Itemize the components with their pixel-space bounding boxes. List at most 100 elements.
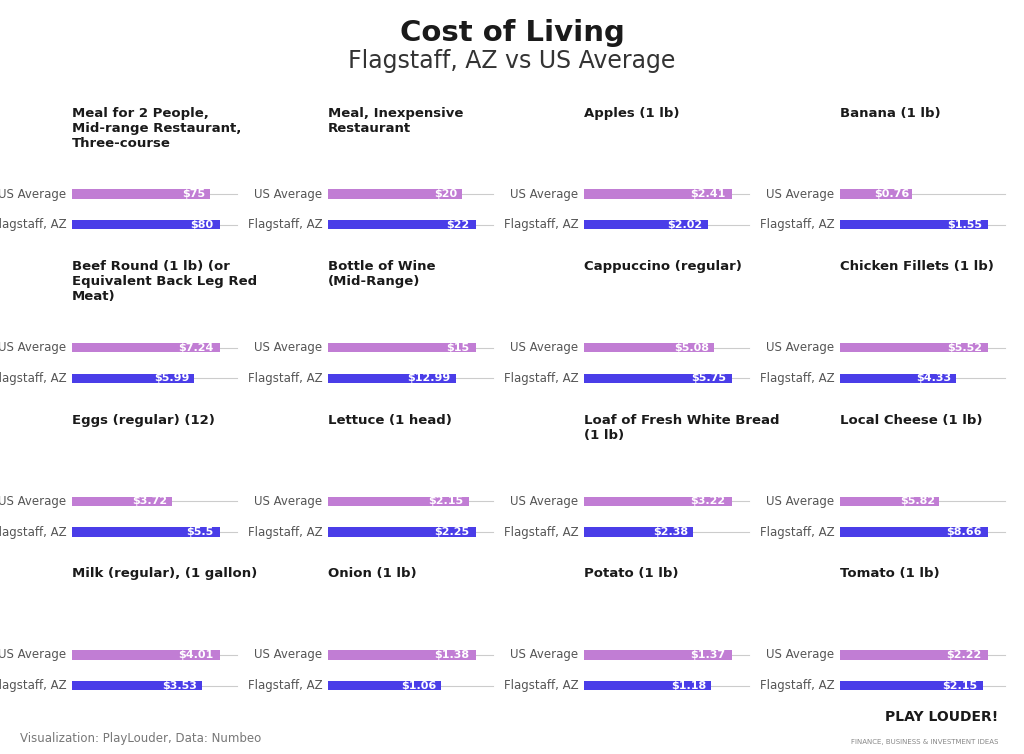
Bar [584, 681, 712, 691]
Bar [72, 681, 202, 691]
Text: Chicken Fillets (1 lb): Chicken Fillets (1 lb) [840, 260, 993, 273]
Bar [72, 220, 220, 229]
Bar [584, 220, 708, 229]
Text: Cost of Living: Cost of Living [399, 19, 625, 47]
Bar [840, 374, 955, 383]
Text: Meal, Inexpensive
Restaurant: Meal, Inexpensive Restaurant [328, 106, 463, 134]
Text: $75: $75 [182, 189, 205, 199]
Bar [840, 681, 983, 691]
Text: US Average: US Average [254, 648, 323, 661]
Text: $5.82: $5.82 [900, 496, 935, 507]
Bar [840, 528, 988, 537]
Text: $4.01: $4.01 [178, 650, 214, 660]
Text: Loaf of Fresh White Bread
(1 lb): Loaf of Fresh White Bread (1 lb) [584, 414, 779, 442]
Text: $5.08: $5.08 [674, 343, 710, 353]
Bar [328, 220, 476, 229]
Text: $2.15: $2.15 [428, 496, 464, 507]
Text: Flagstaff, AZ: Flagstaff, AZ [760, 679, 835, 692]
Text: Bottle of Wine
(Mid-Range): Bottle of Wine (Mid-Range) [328, 260, 435, 288]
Text: Flagstaff, AZ: Flagstaff, AZ [248, 679, 323, 692]
Bar [328, 681, 441, 691]
Bar [584, 189, 732, 199]
Text: $2.38: $2.38 [653, 527, 689, 537]
Bar [328, 528, 476, 537]
Text: $5.5: $5.5 [186, 527, 214, 537]
Text: $1.06: $1.06 [401, 681, 437, 691]
Text: Visualization: PlayLouder, Data: Numbeo: Visualization: PlayLouder, Data: Numbeo [20, 732, 262, 745]
Text: $2.02: $2.02 [668, 220, 702, 230]
Text: $2.41: $2.41 [690, 189, 726, 199]
Text: US Average: US Average [254, 188, 323, 201]
Bar [584, 343, 715, 352]
Text: Flagstaff, AZ: Flagstaff, AZ [504, 219, 579, 231]
Text: US Average: US Average [0, 495, 67, 508]
Bar [328, 189, 462, 199]
Text: Apples (1 lb): Apples (1 lb) [584, 106, 679, 120]
Text: $1.55: $1.55 [947, 220, 982, 230]
Text: $22: $22 [446, 220, 470, 230]
Bar [72, 528, 220, 537]
Text: $0.76: $0.76 [874, 189, 909, 199]
Text: Flagstaff, AZ: Flagstaff, AZ [504, 526, 579, 538]
Text: US Average: US Average [766, 188, 835, 201]
Bar [72, 651, 220, 660]
Text: FINANCE, BUSINESS & INVESTMENT IDEAS: FINANCE, BUSINESS & INVESTMENT IDEAS [851, 739, 998, 745]
Text: Flagstaff, AZ: Flagstaff, AZ [760, 219, 835, 231]
Text: Lettuce (1 head): Lettuce (1 head) [328, 414, 452, 427]
Text: US Average: US Average [0, 188, 67, 201]
Text: US Average: US Average [0, 342, 67, 354]
Text: $1.38: $1.38 [434, 650, 470, 660]
Text: US Average: US Average [254, 495, 323, 508]
Bar [328, 343, 476, 352]
Bar [584, 374, 732, 383]
Bar [72, 374, 195, 383]
Text: $2.25: $2.25 [434, 527, 470, 537]
Text: Flagstaff, AZ: Flagstaff, AZ [760, 372, 835, 385]
Text: US Average: US Average [510, 188, 579, 201]
Text: Eggs (regular) (12): Eggs (regular) (12) [72, 414, 215, 427]
Bar [72, 497, 172, 506]
Bar [840, 497, 939, 506]
Text: Flagstaff, AZ vs US Average: Flagstaff, AZ vs US Average [348, 49, 676, 73]
Text: $3.22: $3.22 [690, 496, 726, 507]
Text: Beef Round (1 lb) (or
Equivalent Back Leg Red
Meat): Beef Round (1 lb) (or Equivalent Back Le… [72, 260, 257, 303]
Text: Flagstaff, AZ: Flagstaff, AZ [0, 526, 67, 538]
Text: Flagstaff, AZ: Flagstaff, AZ [0, 219, 67, 231]
Text: US Average: US Average [0, 648, 67, 661]
Bar [72, 343, 220, 352]
Text: US Average: US Average [254, 342, 323, 354]
Text: Flagstaff, AZ: Flagstaff, AZ [248, 372, 323, 385]
Text: US Average: US Average [766, 342, 835, 354]
Bar [584, 497, 732, 506]
Text: $5.52: $5.52 [947, 343, 982, 353]
Bar [584, 651, 732, 660]
Text: $7.24: $7.24 [178, 343, 214, 353]
Text: Flagstaff, AZ: Flagstaff, AZ [760, 526, 835, 538]
Text: Flagstaff, AZ: Flagstaff, AZ [248, 526, 323, 538]
Text: US Average: US Average [510, 648, 579, 661]
Text: Potato (1 lb): Potato (1 lb) [584, 568, 678, 581]
Text: $4.33: $4.33 [916, 373, 951, 384]
Bar [328, 374, 456, 383]
Text: Banana (1 lb): Banana (1 lb) [840, 106, 940, 120]
Text: Local Cheese (1 lb): Local Cheese (1 lb) [840, 414, 982, 427]
Text: $5.75: $5.75 [691, 373, 726, 384]
Bar [72, 189, 211, 199]
Text: $2.15: $2.15 [942, 681, 977, 691]
Text: $8.66: $8.66 [946, 527, 982, 537]
Text: $20: $20 [434, 189, 457, 199]
Bar [840, 189, 912, 199]
Text: Flagstaff, AZ: Flagstaff, AZ [248, 219, 323, 231]
Text: US Average: US Average [766, 648, 835, 661]
Text: Flagstaff, AZ: Flagstaff, AZ [504, 679, 579, 692]
Text: $1.37: $1.37 [690, 650, 726, 660]
Text: Flagstaff, AZ: Flagstaff, AZ [0, 679, 67, 692]
Bar [840, 220, 988, 229]
Text: $3.53: $3.53 [162, 681, 197, 691]
Text: $5.99: $5.99 [154, 373, 189, 384]
Text: Flagstaff, AZ: Flagstaff, AZ [504, 372, 579, 385]
Text: US Average: US Average [766, 495, 835, 508]
Bar [328, 651, 476, 660]
Bar [840, 651, 988, 660]
Text: US Average: US Average [510, 495, 579, 508]
